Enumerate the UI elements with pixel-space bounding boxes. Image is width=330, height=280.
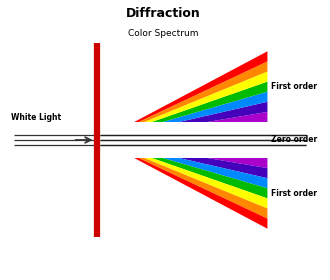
Polygon shape bbox=[100, 140, 267, 188]
Polygon shape bbox=[100, 140, 267, 229]
Polygon shape bbox=[100, 71, 267, 140]
Polygon shape bbox=[100, 140, 267, 209]
Text: First order: First order bbox=[271, 189, 317, 198]
Polygon shape bbox=[100, 51, 267, 140]
Text: Diffraction: Diffraction bbox=[126, 7, 201, 20]
Polygon shape bbox=[100, 61, 267, 140]
Text: White Light: White Light bbox=[11, 113, 61, 122]
Polygon shape bbox=[100, 140, 267, 199]
Polygon shape bbox=[100, 92, 267, 140]
Text: Color Spectrum: Color Spectrum bbox=[128, 29, 199, 38]
Polygon shape bbox=[100, 122, 267, 158]
Polygon shape bbox=[100, 102, 267, 140]
Polygon shape bbox=[100, 81, 267, 140]
Polygon shape bbox=[100, 112, 267, 140]
Polygon shape bbox=[100, 140, 267, 168]
Text: First order: First order bbox=[271, 82, 317, 91]
Text: Zero order: Zero order bbox=[271, 136, 317, 144]
Polygon shape bbox=[100, 140, 267, 219]
Polygon shape bbox=[100, 140, 267, 178]
